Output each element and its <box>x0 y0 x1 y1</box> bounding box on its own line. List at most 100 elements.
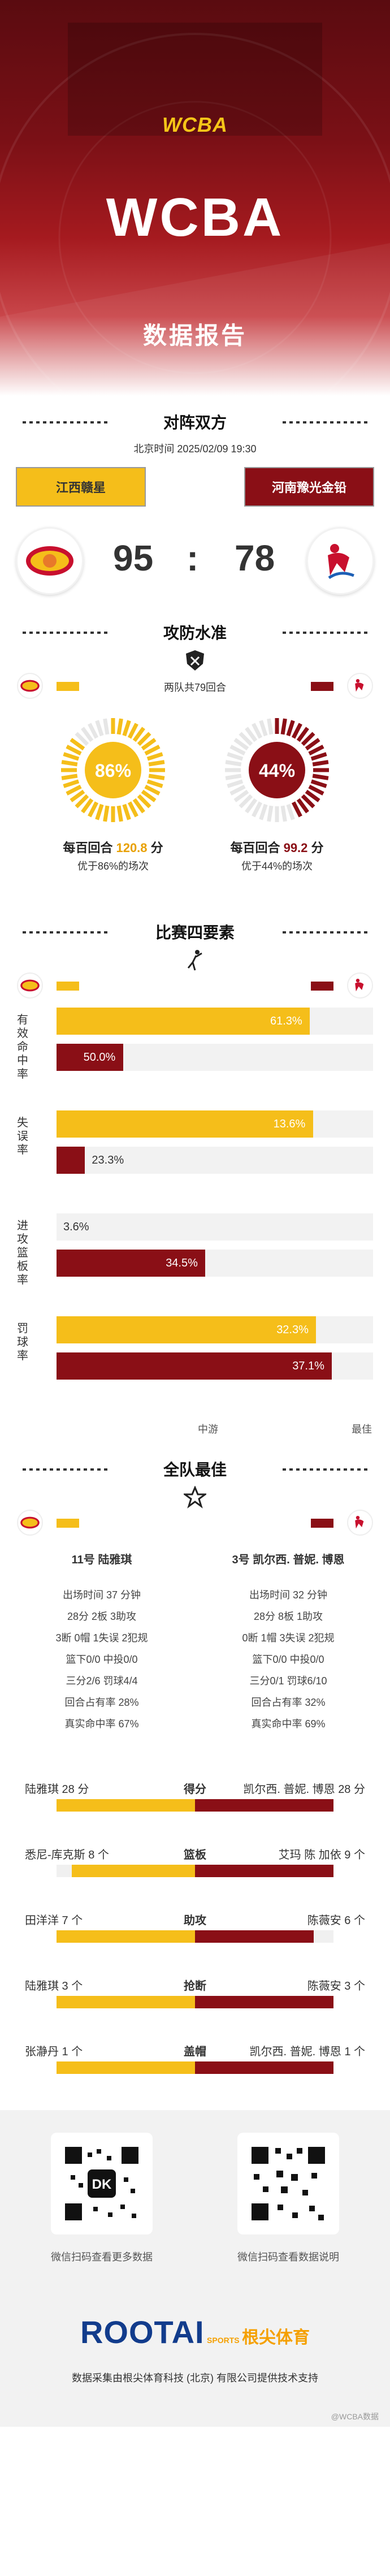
court-background <box>0 23 390 396</box>
donut-tick <box>66 745 82 756</box>
divider <box>23 1468 107 1471</box>
donut-tick <box>127 723 138 739</box>
qr-section: DK 微信扫码查看更多数据 微信扫码查看数据说明 <box>0 2110 390 2302</box>
unit: 分 <box>311 841 324 855</box>
donut-tick <box>103 805 110 822</box>
donut-tick <box>291 801 302 818</box>
section-heading-efficiency: 攻防水准 <box>0 615 390 649</box>
away-factor-bar <box>57 1250 206 1277</box>
home-points-value: 120.8 <box>116 841 148 855</box>
donut-tick <box>312 760 329 767</box>
donut-tick <box>252 801 263 818</box>
donut-tick <box>116 718 123 735</box>
donut-tick <box>229 784 246 796</box>
factor-label: 罚球率 <box>17 1322 28 1362</box>
away-color-swatch <box>311 682 333 691</box>
team-legend-row <box>0 968 390 1002</box>
player-stat-line: 出场时间 37 分钟 <box>62 1589 141 1601</box>
away-color-swatch <box>311 1519 333 1528</box>
efficiency-donuts: 86% 44% 每百回合 120.8 分 每百回合 99.2 分 优于86%的场… <box>0 702 390 906</box>
donut-tick <box>259 803 268 820</box>
donut-tick <box>75 794 89 809</box>
star-icon <box>184 1486 206 1509</box>
home-leader-bar <box>57 1799 195 1812</box>
away-logo-icon <box>355 679 364 692</box>
donut-tick <box>88 723 99 739</box>
away-score: 78 <box>235 538 275 578</box>
factor-label: 进攻篮板率 <box>17 1220 28 1286</box>
donut-tick <box>141 789 157 802</box>
away-team-name: 河南豫光金铅 <box>244 467 374 507</box>
donut-tick <box>95 720 104 737</box>
donut-tick <box>148 760 165 767</box>
away-efficiency-donut: 44% <box>225 718 329 822</box>
data-explanation-qr[interactable] <box>237 2133 339 2234</box>
divider <box>283 632 367 634</box>
leader-category-row: 陆雅琪 28 分 得分 凯尔西. 普妮. 博恩 28 分 <box>0 1777 390 1822</box>
qr-left-caption: 微信扫码查看更多数据 <box>51 2251 153 2263</box>
possessions-text: 两队共79回合 <box>163 682 227 693</box>
home-factor-bar <box>57 1110 313 1138</box>
away-leader: 凯尔西. 普妮. 博恩 28 分 <box>243 1783 365 1796</box>
divider <box>283 421 367 423</box>
score-row: 95 : 78 <box>0 516 390 606</box>
score-separator: : <box>187 538 199 578</box>
donut-tick <box>132 727 145 742</box>
away-leader-bar <box>195 1996 333 2008</box>
home-color-swatch <box>57 1519 79 1528</box>
leader-category-row: 陆雅琪 3 个 抢断 陈薇安 3 个 <box>0 1973 390 2019</box>
donut-tick <box>225 773 242 780</box>
away-factor-value: 50.0% <box>83 1051 116 1064</box>
away-team-logo <box>306 527 374 595</box>
home-team-logo <box>16 527 84 595</box>
home-leader-bar <box>57 1996 195 2008</box>
home-factor-value: 61.3% <box>270 1015 302 1027</box>
donut-tick <box>137 732 151 746</box>
home-factor-value: 13.6% <box>273 1118 306 1130</box>
leader-category-row: 悉尼-库克斯 8 个 篮板 艾玛 陈 加依 9 个 <box>0 1842 390 1887</box>
player-stat-line: 真实命中率 67% <box>64 1718 139 1730</box>
label: 每百回合 <box>63 841 113 855</box>
away-factor-value: 23.3% <box>92 1154 124 1166</box>
donut-tick <box>233 789 249 802</box>
home-leader: 张瀞丹 1 个 <box>25 2046 83 2058</box>
section-title: 比赛四要素 <box>155 924 235 941</box>
home-logo-icon <box>26 546 73 576</box>
donut-tick <box>259 720 268 737</box>
away-points-value: 99.2 <box>283 841 308 855</box>
donut-tick <box>280 805 287 822</box>
donut-tick <box>81 727 94 742</box>
rootai-brand-logo: ROOTAI SPORTS 根尖体育 <box>0 2314 390 2350</box>
away-logo-icon <box>355 1516 364 1529</box>
donut-tick <box>66 784 82 796</box>
away-player-stats: 出场时间 32 分钟 28分 8板 1助攻 0断 1帽 3失误 2犯规 篮下0/0 中… <box>203 1584 373 1735</box>
leader-category-row: 田洋洋 7 个 助攻 陈薇安 6 个 <box>0 1908 390 1953</box>
team-legend-row: 两队共79回合 <box>0 668 390 702</box>
home-logo-icon <box>20 680 40 692</box>
category-name: 得分 <box>184 1783 206 1796</box>
more-data-qr[interactable]: DK <box>51 2133 153 2234</box>
factor-bar-track <box>57 1147 373 1174</box>
away-factor-bar <box>57 1147 85 1174</box>
player-stat-line: 三分2/6 罚球4/4 <box>66 1675 138 1687</box>
donut-tick <box>286 803 295 820</box>
donut-tick <box>70 789 85 802</box>
away-factor-bar <box>57 1352 332 1380</box>
away-leader: 陈薇安 3 个 <box>307 1980 365 1992</box>
player-stat-line: 28分 8板 1助攻 <box>253 1611 323 1622</box>
brand-sports: SPORTS <box>207 2336 240 2345</box>
factor-label: 失误率 <box>17 1117 28 1156</box>
team-names: 江西赣星 河南豫光金铅 <box>0 467 390 516</box>
away-leader: 艾玛 陈 加依 9 个 <box>278 1849 365 1861</box>
home-player-stats: 出场时间 37 分钟 28分 2板 3助攻 3断 0帽 1失误 2犯规 篮下0/0 中… <box>17 1584 187 1735</box>
section-title: 对阵双方 <box>163 414 227 431</box>
home-score: 95 <box>113 538 154 578</box>
donut-tick <box>308 784 324 796</box>
wcba-logo-text: WCBA <box>162 113 228 136</box>
watermark: @WCBA数据 <box>331 2412 379 2421</box>
home-best-player-name: 11号 陆雅琪 <box>71 1554 132 1566</box>
donut-tick <box>122 720 131 737</box>
credit-text: 数据采集由根尖体育科技 (北京) 有限公司提供技术支持 <box>72 2372 318 2384</box>
donut-tick <box>312 773 329 780</box>
